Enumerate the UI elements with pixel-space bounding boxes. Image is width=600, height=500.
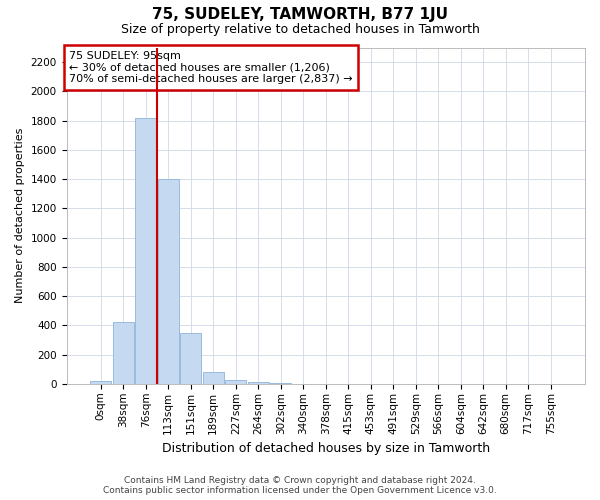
Bar	[158, 179, 179, 384]
Bar	[180, 332, 202, 384]
Bar	[135, 118, 157, 384]
Bar	[270, 383, 292, 384]
Text: Size of property relative to detached houses in Tamworth: Size of property relative to detached ho…	[121, 22, 479, 36]
Bar	[203, 372, 224, 384]
Bar	[113, 322, 134, 384]
Text: 75 SUDELEY: 95sqm
← 30% of detached houses are smaller (1,206)
70% of semi-detac: 75 SUDELEY: 95sqm ← 30% of detached hous…	[69, 51, 353, 84]
Bar	[248, 382, 269, 384]
Text: Contains HM Land Registry data © Crown copyright and database right 2024.
Contai: Contains HM Land Registry data © Crown c…	[103, 476, 497, 495]
Text: 75, SUDELEY, TAMWORTH, B77 1JU: 75, SUDELEY, TAMWORTH, B77 1JU	[152, 8, 448, 22]
Y-axis label: Number of detached properties: Number of detached properties	[15, 128, 25, 304]
X-axis label: Distribution of detached houses by size in Tamworth: Distribution of detached houses by size …	[162, 442, 490, 455]
Bar	[225, 380, 247, 384]
Bar	[90, 381, 112, 384]
